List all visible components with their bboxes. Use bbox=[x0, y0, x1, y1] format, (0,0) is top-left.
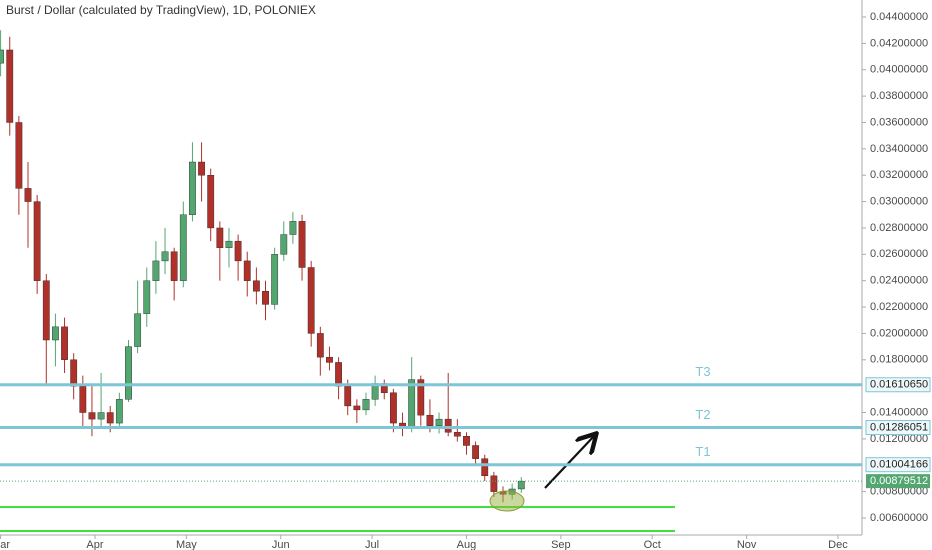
y-tick-label: 0.04400000 bbox=[870, 11, 928, 23]
candle-body bbox=[463, 436, 470, 446]
candle-body bbox=[335, 362, 342, 387]
candle-body bbox=[243, 260, 251, 281]
candle-body bbox=[198, 161, 205, 176]
candle-body bbox=[125, 346, 132, 400]
y-tick-label: 0.02400000 bbox=[870, 275, 928, 287]
arrow bbox=[544, 435, 595, 489]
x-tick-label: May bbox=[176, 539, 197, 550]
candle-body bbox=[490, 475, 498, 492]
candle-body bbox=[42, 280, 50, 341]
candle-body bbox=[316, 333, 324, 358]
highlight-ellipse bbox=[489, 490, 525, 512]
candle-body bbox=[298, 221, 306, 268]
candle-body bbox=[179, 214, 187, 281]
level-price-box bbox=[865, 457, 931, 473]
last-price-label: 0.00879512 bbox=[870, 475, 928, 487]
candle-body bbox=[33, 201, 41, 281]
x-tick-label: Aug bbox=[457, 539, 477, 550]
level-name: T2 bbox=[695, 407, 710, 422]
plot-area bbox=[0, 30, 675, 533]
last-price-box bbox=[866, 474, 930, 489]
y-tick-label: 0.02600000 bbox=[870, 248, 928, 260]
candle-body bbox=[52, 326, 59, 341]
y-tick-label: 0.00600000 bbox=[870, 512, 928, 524]
candle-body bbox=[280, 234, 288, 255]
candle-body bbox=[152, 260, 160, 281]
candle-body bbox=[97, 412, 105, 420]
y-tick-label: 0.01200000 bbox=[870, 433, 928, 445]
candle-body bbox=[234, 240, 242, 262]
candle-body bbox=[453, 432, 461, 437]
x-tick-label: Sep bbox=[551, 539, 571, 550]
y-tick-label: 0.03000000 bbox=[870, 195, 928, 207]
candle-body bbox=[0, 49, 5, 64]
candle-body bbox=[225, 240, 233, 248]
level-price-label: 0.01004166 bbox=[870, 459, 928, 471]
y-tick-label: 0.02000000 bbox=[870, 327, 928, 339]
y-tick-label: 0.03200000 bbox=[870, 169, 928, 181]
candle-body bbox=[271, 254, 279, 305]
candle-body bbox=[88, 412, 96, 420]
x-tick-label: Jul bbox=[365, 539, 379, 550]
x-tick-label: Oct bbox=[644, 539, 661, 550]
candle-body bbox=[262, 291, 269, 305]
candle-body bbox=[61, 326, 68, 360]
x-tick-label: Dec bbox=[828, 539, 848, 550]
candle-body bbox=[472, 445, 480, 459]
candle-body bbox=[517, 480, 525, 490]
y-tick-label: 0.03800000 bbox=[870, 90, 928, 102]
candle-body bbox=[24, 188, 32, 202]
candle-body bbox=[189, 161, 196, 215]
level-price-box bbox=[865, 420, 931, 436]
x-tick-label: Jun bbox=[272, 539, 290, 550]
level-price-box bbox=[865, 377, 931, 393]
candle-body bbox=[417, 379, 425, 416]
candle-body bbox=[326, 356, 333, 363]
candle-body bbox=[252, 280, 260, 292]
candle-body bbox=[408, 379, 416, 429]
candle-body bbox=[289, 221, 297, 235]
candle-body bbox=[307, 267, 315, 334]
y-tick-label: 0.02800000 bbox=[870, 222, 928, 234]
y-tick-label: 0.03400000 bbox=[870, 143, 928, 155]
candle-body bbox=[207, 175, 215, 229]
candle-body bbox=[426, 414, 434, 426]
candle-body bbox=[70, 359, 78, 387]
x-tick-label: Nov bbox=[737, 539, 757, 550]
candle-body bbox=[435, 418, 443, 426]
x-tick-label: Apr bbox=[86, 539, 103, 550]
y-tick-label: 0.03600000 bbox=[870, 116, 928, 128]
level-price-label: 0.01286051 bbox=[870, 421, 928, 433]
candle-body bbox=[115, 399, 123, 424]
candle-body bbox=[444, 418, 452, 433]
candle-body bbox=[481, 458, 489, 477]
candle-body bbox=[389, 392, 397, 424]
candle-body bbox=[15, 122, 23, 189]
candle-body bbox=[362, 399, 370, 411]
candle-body bbox=[161, 251, 169, 262]
candle-body bbox=[353, 405, 361, 411]
candle-body bbox=[216, 227, 224, 248]
chart-title: Burst / Dollar (calculated by TradingVie… bbox=[6, 3, 316, 17]
x-tick-label: Mar bbox=[0, 539, 10, 550]
candle-body bbox=[6, 49, 14, 123]
candle-body bbox=[134, 313, 142, 347]
level-price-label: 0.01610650 bbox=[870, 379, 928, 391]
level-name: T3 bbox=[695, 364, 710, 379]
y-tick-label: 0.04000000 bbox=[870, 64, 928, 76]
y-tick-label: 0.04200000 bbox=[870, 37, 928, 49]
y-tick-label: 0.02200000 bbox=[870, 301, 928, 313]
candle-body bbox=[170, 251, 178, 281]
candle-body bbox=[344, 385, 352, 407]
candle-body bbox=[106, 412, 114, 424]
candle-body bbox=[143, 280, 151, 314]
y-tick-label: 0.01800000 bbox=[870, 354, 928, 366]
y-tick-label: 0.01400000 bbox=[870, 406, 928, 418]
level-name: T1 bbox=[695, 444, 710, 459]
y-tick-label: 0.00800000 bbox=[870, 486, 928, 498]
candle-body bbox=[79, 385, 87, 413]
